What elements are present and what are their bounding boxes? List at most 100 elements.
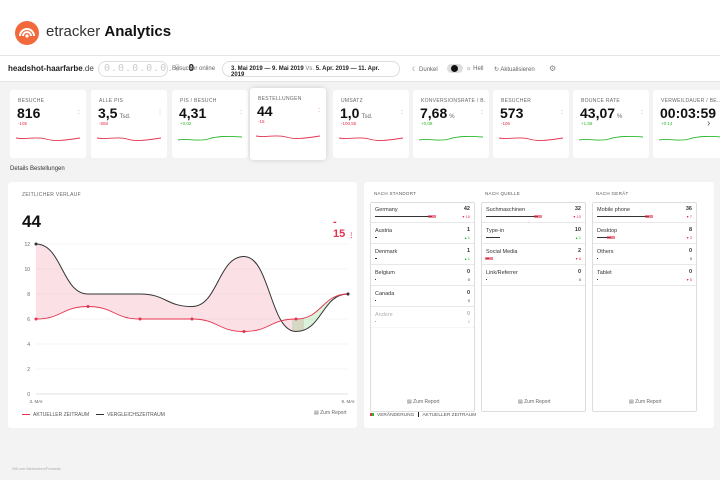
x-tick-label: 3. MAI <box>29 399 42 404</box>
breakdown-row[interactable]: Austria 1 ▴ 1 <box>371 224 474 244</box>
kpi-card[interactable]: BESTELLUNGEN 44 -15 · · <box>250 88 326 160</box>
breakdown-list: Mobile phone 36 ▾ 7 Desktop 8 ▾ 3 Others… <box>592 202 697 412</box>
kpi-menu-icon[interactable]: · · <box>481 108 483 117</box>
area-gap-negative <box>36 244 304 332</box>
legend-compare: VERGLEICHSZEITRAUM <box>96 412 165 418</box>
kpi-label: BESUCHER <box>501 98 532 104</box>
breakdown-report-link[interactable]: ▤ Zum Report <box>629 399 662 405</box>
breakdown-row[interactable]: Tablet 0 ▾ 5 <box>593 266 696 286</box>
kpi-sparkline <box>339 137 403 141</box>
details-title: Details Bestellungen <box>10 166 65 172</box>
date-range-picker[interactable]: 3. Mai 2019 — 9. Mai 2019 Vs. 5. Apr. 20… <box>222 61 400 78</box>
breakdown-row[interactable]: Social Media 2 ▾ 6 <box>482 245 585 265</box>
y-tick-label: 10 <box>24 267 30 273</box>
orders-change: - 15 ⋮ <box>333 216 355 240</box>
kpi-sparkline <box>256 135 320 139</box>
breakdown-list: Suchmaschinen 32 ▾ 10 Type-in 10 ▴ 1 Soc… <box>481 202 586 412</box>
theme-light-option[interactable]: ☼ Hell <box>466 66 484 72</box>
breakdown-report-link[interactable]: ▤ Zum Report <box>407 399 440 405</box>
kpi-sparkline <box>579 135 643 141</box>
breakdown-row[interactable]: Others 0 0 <box>593 245 696 265</box>
kpi-change: +0:14 <box>661 121 673 126</box>
breakdown-row[interactable]: Type-in 10 ▴ 1 <box>482 224 585 244</box>
kpi-card[interactable]: BESUCHER 573 -106 · · <box>493 90 569 158</box>
gear-icon[interactable]: ⚙ <box>549 64 557 73</box>
kpi-card[interactable]: VERWEILDAUER / BE... 00:03:59 +0:14 ·· <box>653 90 720 158</box>
kpi-change: +0,02 <box>180 121 192 126</box>
breakdown-row[interactable]: Belgium 0 0 <box>371 266 474 286</box>
theme-dark-option[interactable]: ☾ Dunkel <box>412 67 438 73</box>
kpi-sparkline <box>16 137 80 141</box>
point-current <box>294 317 298 321</box>
refresh-button[interactable]: ↻ Aktualisieren <box>494 67 535 73</box>
kpi-value: 44 <box>257 103 273 119</box>
breakdown-row[interactable]: Mobile phone 36 ▾ 7 <box>593 203 696 223</box>
kpi-label: KONVERSIONSRATE / B... <box>421 98 485 104</box>
refresh-icon: ↻ <box>494 67 500 73</box>
orders-total: 44 <box>22 212 41 231</box>
kpi-menu-icon[interactable]: · · <box>240 108 242 117</box>
breakdown-row[interactable]: Desktop 8 ▾ 3 <box>593 224 696 244</box>
kpi-change: -558 <box>99 121 109 126</box>
kpi-change: -106 <box>501 121 511 126</box>
kpi-card[interactable]: PIS / BESUCH 4,31 +0,02 · · <box>172 90 248 158</box>
series-line-compare <box>35 243 349 333</box>
kpi-label: ALLE PIS <box>99 98 124 104</box>
kpi-value: 573 <box>500 105 524 121</box>
kpi-menu-icon[interactable]: · · <box>78 108 80 117</box>
kpi-label: BESTELLUNGEN <box>258 96 302 102</box>
kpi-card[interactable]: BOUNCE RATE 43,07% +1,58 · · <box>573 90 649 158</box>
kpi-value: 1,0 Tsd. <box>340 105 373 121</box>
breakdown-legend: VERÄNDERUNG AKTUELLER ZEITRAUM <box>370 412 476 418</box>
y-tick-label: 12 <box>24 242 30 248</box>
breakdown-report-link[interactable]: ▤ Zum Report <box>518 399 551 405</box>
kpi-label: UMSATZ <box>341 98 363 104</box>
y-tick-label: 2 <box>27 367 30 373</box>
kpi-sparkline <box>659 135 720 141</box>
x-tick-label: 9. MAI <box>341 399 354 404</box>
point-current <box>86 305 90 308</box>
kpi-menu-icon[interactable]: · · <box>641 108 643 117</box>
breakdown-row[interactable]: Link/Referrer 0 0 <box>482 266 585 286</box>
kpi-menu-icon[interactable]: · · <box>401 108 403 117</box>
y-tick-label: 8 <box>27 292 30 298</box>
kpi-sparkline <box>499 137 563 141</box>
timeline-panel: ZEITLICHER VERLAUF 44 - 15 ⋮ 0 2 4 6 8 10 12 3. … <box>8 182 357 428</box>
kpi-card[interactable]: KONVERSIONSRATE / B... 7,68% +0,08 · · <box>413 90 489 158</box>
breakdown-panel: NACH STANDORT Germany 42 ▾ 15 Austria 1 … <box>364 182 714 428</box>
point-current <box>138 317 142 321</box>
online-label: Besucher online <box>172 66 216 72</box>
kpi-menu-icon[interactable]: · · <box>159 108 161 117</box>
kpi-menu-icon[interactable]: · · <box>561 108 563 117</box>
y-tick-label: 6 <box>27 317 30 323</box>
timeline-report-link[interactable]: ▤ Zum Report <box>314 410 347 416</box>
site-selector[interactable]: headshot-haarfarbe.de <box>8 64 94 73</box>
toolbar: headshot-haarfarbe.de 0.0.0.0.0.0.0 Besu… <box>0 56 720 82</box>
kpi-value: 7,68% <box>420 105 455 121</box>
app-title: etracker Analytics <box>46 23 172 40</box>
kpi-card[interactable]: UMSATZ 1,0 Tsd. -100,55 · · <box>333 90 409 158</box>
kpi-menu-icon[interactable]: · · <box>318 106 320 115</box>
breakdown-row[interactable]: Germany 42 ▾ 15 <box>371 203 474 223</box>
area-gap-positive <box>292 294 348 332</box>
breakdown-row[interactable]: Andere 0 0 <box>371 308 474 328</box>
chart-legend: AKTUELLER ZEITRAUM VERGLEICHSZEITRAUM <box>22 412 165 418</box>
point-compare <box>34 242 38 246</box>
breakdown-row[interactable]: Denmark 1 ▴ 1 <box>371 245 474 265</box>
kpi-change: -15 <box>258 119 265 124</box>
breakdown-row[interactable]: Suchmaschinen 32 ▾ 10 <box>482 203 585 223</box>
chevron-right-icon[interactable]: › <box>707 118 711 129</box>
theme-toggle[interactable] <box>447 64 463 73</box>
kpi-label: VERWEILDAUER / BE... <box>661 98 720 104</box>
y-tick-label: 0 <box>27 392 30 398</box>
kpi-value: 00:03:59 <box>660 105 717 121</box>
breakdown-row[interactable]: Canada 0 0 <box>371 287 474 307</box>
breakdown-list: Germany 42 ▾ 15 Austria 1 ▴ 1 Denmark 1 … <box>370 202 475 412</box>
timeline-title: ZEITLICHER VERLAUF <box>22 192 82 198</box>
kpi-card[interactable]: ALLE PIS 3,5 Tsd. -558 · · <box>91 90 167 158</box>
breakdown-column-title: NACH STANDORT <box>374 191 417 196</box>
etracker-logo-icon <box>15 21 39 45</box>
point-compare <box>346 292 350 296</box>
kpi-card[interactable]: BESUCHE 816 -105 · · <box>10 90 86 158</box>
footer-note: Stil von Menschen/Freunde <box>12 466 61 471</box>
